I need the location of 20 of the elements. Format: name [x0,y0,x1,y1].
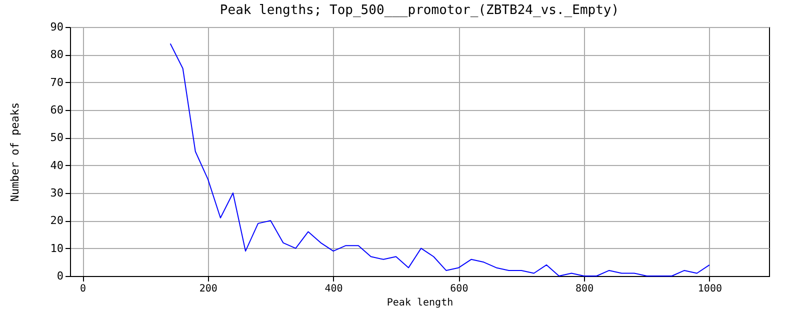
y-tick-label: 60 [50,104,64,116]
y-tick-label: 50 [50,131,64,144]
y-axis-title: Number of peaks [8,102,22,202]
y-tick-label: 40 [50,158,64,172]
y-tick-label: 30 [50,186,64,200]
y-tick-label: 70 [50,76,64,89]
x-tick-label: 800 [576,284,594,294]
y-tick-label: 90 [50,20,64,34]
line-series [170,43,710,276]
y-tick-label: 80 [50,48,64,62]
x-tick-label: 1000 [698,284,722,294]
y-tick-label: 20 [50,214,64,228]
chart-title: Peak lengths; Top_500___promotor_(ZBTB24_vs._Empty) [220,3,620,18]
y-tick-label: 10 [50,242,64,255]
x-tick-label: 200 [199,284,218,294]
x-tick-label: 0 [80,284,86,294]
x-axis-title: Peak length [386,298,454,308]
x-tick-label: 400 [324,284,343,294]
y-tick-label: 0 [56,270,64,282]
x-tick-label: 600 [450,284,468,294]
